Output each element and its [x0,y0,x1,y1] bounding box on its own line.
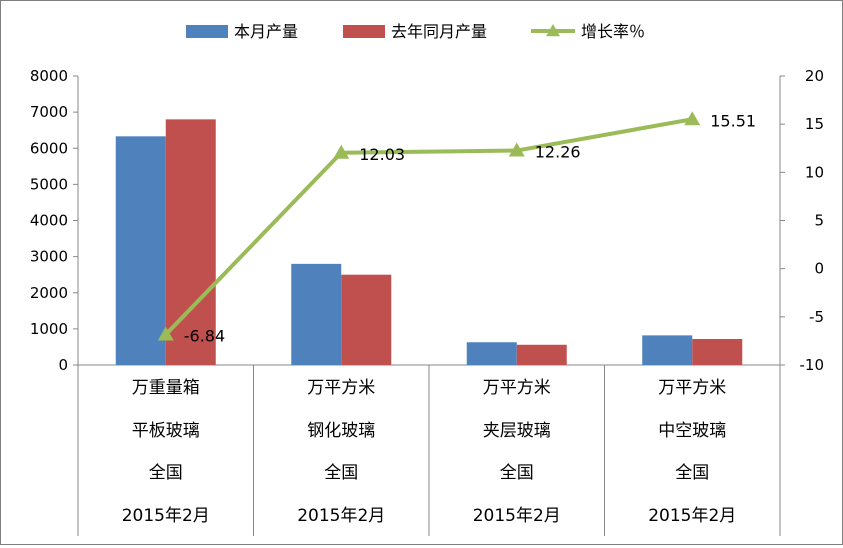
legend-label: 增长率％ [581,22,645,41]
left-tick-label: 6000 [30,139,68,157]
legend-label: 去年同月产量 [391,22,487,41]
category-label: 万重量箱 [132,378,200,398]
bar-current [291,263,342,365]
category-label: 万平方米 [483,378,551,398]
left-tick-label: 3000 [30,248,68,266]
growth-line [157,111,701,341]
category-label: 夹层玻璃 [483,421,551,441]
bar-current [115,136,166,365]
right-tick-label: 15 [805,115,824,133]
growth-marker [157,326,174,341]
growth-marker [684,111,701,126]
legend: 本月产量 去年同月产量 增长率％ [186,22,645,41]
left-tick-label: 7000 [30,103,68,121]
bar-last-year [692,338,743,365]
left-tick-label: 0 [58,356,68,374]
category-label: 万平方米 [658,378,726,398]
bar-last-year [341,274,392,365]
left-tick-label: 5000 [30,175,68,193]
right-tick-label: -10 [800,356,825,374]
legend-marker [546,24,560,37]
growth-data-label: -6.84 [184,327,225,346]
category-label: 全国 [500,463,534,483]
right-tick-label: 10 [805,163,824,181]
category-label: 平板玻璃 [132,421,200,441]
growth-marker [333,144,350,159]
legend-swatch [186,25,228,38]
category-label: 2015年2月 [473,506,561,526]
category-label: 全国 [324,463,358,483]
right-tick-label: -5 [809,308,824,326]
legend-swatch [343,25,385,38]
category-label: 全国 [149,463,183,483]
bars [115,119,743,365]
right-tick-label: 0 [814,260,824,278]
growth-marker [508,142,525,157]
category-label: 2015年2月 [122,506,210,526]
data-labels: -6.84 12.03 12.26 15.51 [184,111,756,345]
bar-last-year [516,344,567,365]
category-label: 2015年2月 [297,506,385,526]
left-tick-label: 2000 [30,284,68,302]
right-tick-label: 20 [805,67,824,85]
growth-data-label: 12.03 [359,145,405,164]
left-tick-label: 4000 [30,212,68,230]
bar-current [642,335,693,365]
category-label: 万平方米 [307,378,375,398]
left-tick-label: 1000 [30,320,68,338]
category-label: 中空玻璃 [658,421,726,441]
bar-current [466,342,517,365]
growth-data-label: 15.51 [710,111,756,130]
right-tick-label: 5 [814,212,824,230]
axes: 0 1000 2000 3000 4000 5000 6000 7000 8000 -10 -5 0 5… [30,67,824,374]
category-label: 钢化玻璃 [307,421,375,441]
category-label: 2015年2月 [648,506,736,526]
legend-label: 本月产量 [234,22,298,41]
growth-data-label: 12.26 [535,143,581,162]
category-table: 万重量箱平板玻璃全国2015年2月万平方米钢化玻璃全国2015年2月万平方米夹层… [77,365,781,536]
left-tick-label: 8000 [30,67,68,85]
growth-line-path [164,117,693,336]
category-label: 全国 [675,463,709,483]
